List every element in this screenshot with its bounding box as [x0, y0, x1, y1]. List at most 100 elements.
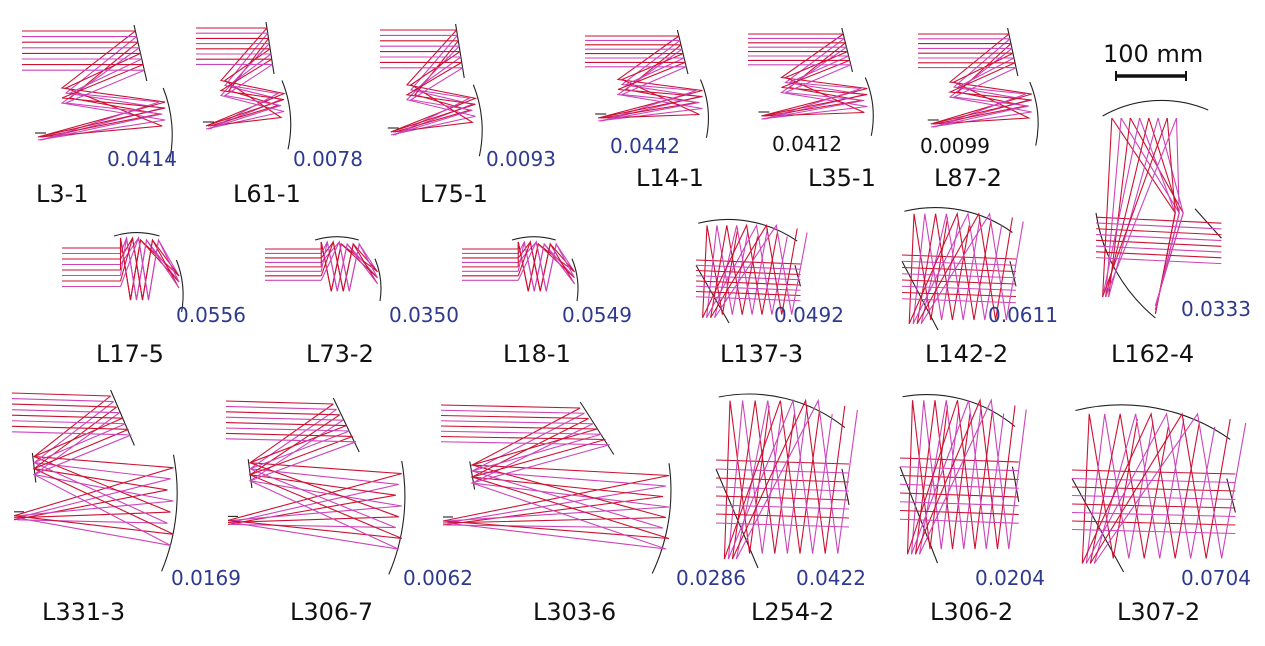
reflected-ray — [932, 38, 1029, 128]
ray-diagram — [899, 394, 1027, 564]
reflected-ray — [392, 67, 473, 136]
reflected-ray — [16, 423, 168, 524]
incoming-ray — [11, 409, 120, 414]
design-label: L14-1 — [636, 164, 704, 192]
reflected-ray — [1154, 117, 1176, 314]
reflected-ray — [1102, 117, 1113, 298]
scale-bar: 100 mm — [1103, 40, 1203, 81]
mirror-secondary — [161, 454, 178, 572]
reflected-ray — [13, 395, 174, 517]
incoming-ray — [901, 298, 1017, 304]
reflected-ray — [16, 401, 171, 519]
reflected-ray — [920, 212, 1024, 325]
design-label: L75-1 — [420, 180, 488, 208]
ray-diagram — [62, 232, 184, 313]
incoming-ray — [899, 457, 1019, 463]
incoming-ray — [225, 400, 334, 405]
reflected-ray — [227, 425, 399, 523]
incoming-ray — [440, 435, 606, 441]
reflected-ray — [714, 223, 808, 319]
reflected-ray — [119, 235, 180, 301]
reflected-ray — [320, 239, 378, 292]
design-label: L3-1 — [36, 180, 89, 208]
mirror-side — [374, 258, 382, 302]
incoming-ray — [225, 427, 350, 432]
incoming-ray — [1071, 469, 1236, 475]
design-value: 0.0704 — [1181, 566, 1251, 590]
incoming-ray — [899, 483, 1019, 489]
incoming-ray — [1095, 233, 1222, 242]
diagram-panels — [11, 21, 1247, 575]
reflected-ray — [598, 61, 703, 119]
design-label: L17-5 — [96, 340, 164, 368]
reflected-ray — [119, 237, 180, 301]
mirror-top — [113, 232, 160, 237]
mirror-fold — [247, 459, 253, 489]
reflected-ray — [723, 400, 821, 560]
incoming-ray — [695, 259, 801, 265]
incoming-ray — [1071, 503, 1236, 509]
reflected-ray — [1108, 117, 1131, 298]
reflected-ray — [1154, 117, 1180, 310]
reflected-ray — [517, 240, 575, 292]
reflected-ray — [710, 223, 798, 319]
incoming-ray — [1071, 494, 1236, 501]
incoming-ray — [1095, 222, 1222, 230]
ray-diagram — [225, 397, 406, 575]
design-label: L162-4 — [1111, 340, 1194, 368]
incoming-ray — [715, 477, 850, 483]
reflected-ray — [908, 211, 992, 324]
design-label: L18-1 — [503, 340, 571, 368]
incoming-ray — [11, 431, 132, 436]
incoming-ray — [440, 409, 585, 414]
mirror-left — [901, 260, 939, 331]
incoming-ray — [715, 513, 850, 519]
incoming-ray — [1071, 528, 1236, 535]
reflected-ray — [394, 56, 472, 136]
incoming-ray — [695, 269, 801, 276]
reflected-ray — [1102, 117, 1141, 298]
mirror-secondary — [699, 79, 709, 138]
reflected-ray — [320, 241, 378, 292]
mirror-secondary — [162, 87, 173, 163]
mirror-left — [695, 264, 730, 324]
incoming-ray — [899, 474, 1019, 481]
design-label: L307-2 — [1117, 598, 1200, 626]
reflected-ray — [600, 66, 700, 122]
incoming-ray — [440, 425, 598, 430]
incoming-ray — [1071, 477, 1236, 484]
reflected-ray — [1089, 412, 1231, 564]
reflected-ray — [710, 225, 759, 318]
reflected-ray — [1089, 413, 1169, 564]
incoming-ray — [715, 495, 850, 501]
reflected-ray — [1105, 117, 1178, 298]
design-value: 0.0099 — [920, 134, 990, 158]
incoming-ray — [11, 392, 111, 397]
incoming-ray — [1095, 239, 1222, 247]
reflected-ray — [912, 213, 959, 324]
design-value: 0.0204 — [975, 566, 1045, 590]
incoming-ray — [695, 285, 801, 291]
design-label: L87-2 — [934, 164, 1002, 192]
incoming-ray — [11, 403, 117, 408]
reflected-ray — [916, 212, 1013, 325]
reflected-ray — [731, 398, 846, 560]
incoming-ray — [1095, 216, 1222, 224]
design-value: 0.0414 — [107, 147, 177, 171]
design-value: 0.0492 — [774, 303, 844, 327]
mirror-top — [1075, 404, 1231, 440]
reflected-ray — [37, 64, 166, 138]
scale-bar-label: 100 mm — [1103, 40, 1203, 68]
design-label: L303-6 — [533, 598, 616, 626]
incoming-ray — [225, 422, 347, 427]
ray-diagram — [1071, 404, 1247, 573]
reflected-ray — [227, 403, 402, 521]
mirror-primary — [455, 23, 465, 79]
incoming-ray — [715, 459, 850, 465]
incoming-ray — [695, 275, 801, 281]
incoming-ray — [1071, 511, 1236, 518]
design-label: L306-7 — [290, 598, 373, 626]
reflected-ray — [13, 428, 174, 535]
reflected-ray — [442, 438, 670, 540]
mirror-right — [841, 468, 850, 506]
